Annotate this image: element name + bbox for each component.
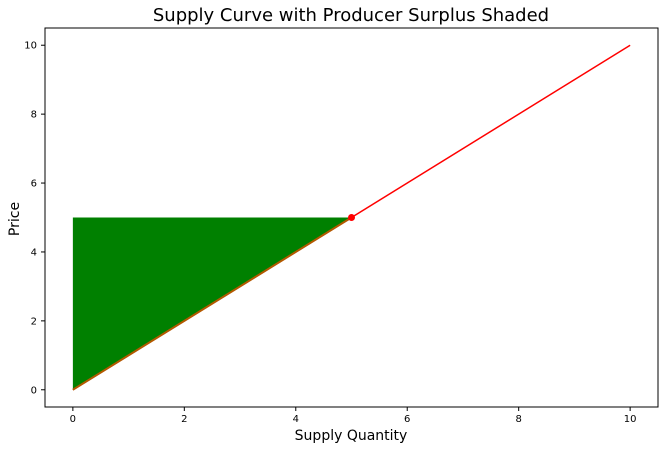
plot-area [44, 27, 659, 408]
chart-title: Supply Curve with Producer Surplus Shade… [153, 5, 549, 26]
y-axis-label: Price [7, 202, 23, 236]
x-tick-label: 10 [624, 414, 637, 425]
y-tick-label: 8 [31, 110, 37, 121]
y-tick-label: 2 [31, 316, 37, 327]
x-tick-label: 4 [293, 414, 299, 425]
surplus-edge-line [72, 216, 353, 391]
x-tick-label: 2 [181, 414, 187, 425]
y-tick-label: 4 [31, 247, 37, 258]
x-tick-label: 0 [70, 414, 76, 425]
x-tick-label: 6 [404, 414, 410, 425]
y-tick-label: 0 [31, 385, 37, 396]
x-tick-label: 8 [515, 414, 521, 425]
x-axis-label: Supply Quantity [295, 428, 408, 444]
axis-ticks: 0 2 4 6 8 10 0 2 4 6 8 10 [24, 41, 636, 425]
y-tick-label: 6 [31, 179, 37, 190]
equilibrium-point [348, 214, 355, 221]
plot-frame [44, 27, 659, 408]
y-tick-label: 10 [24, 41, 37, 52]
